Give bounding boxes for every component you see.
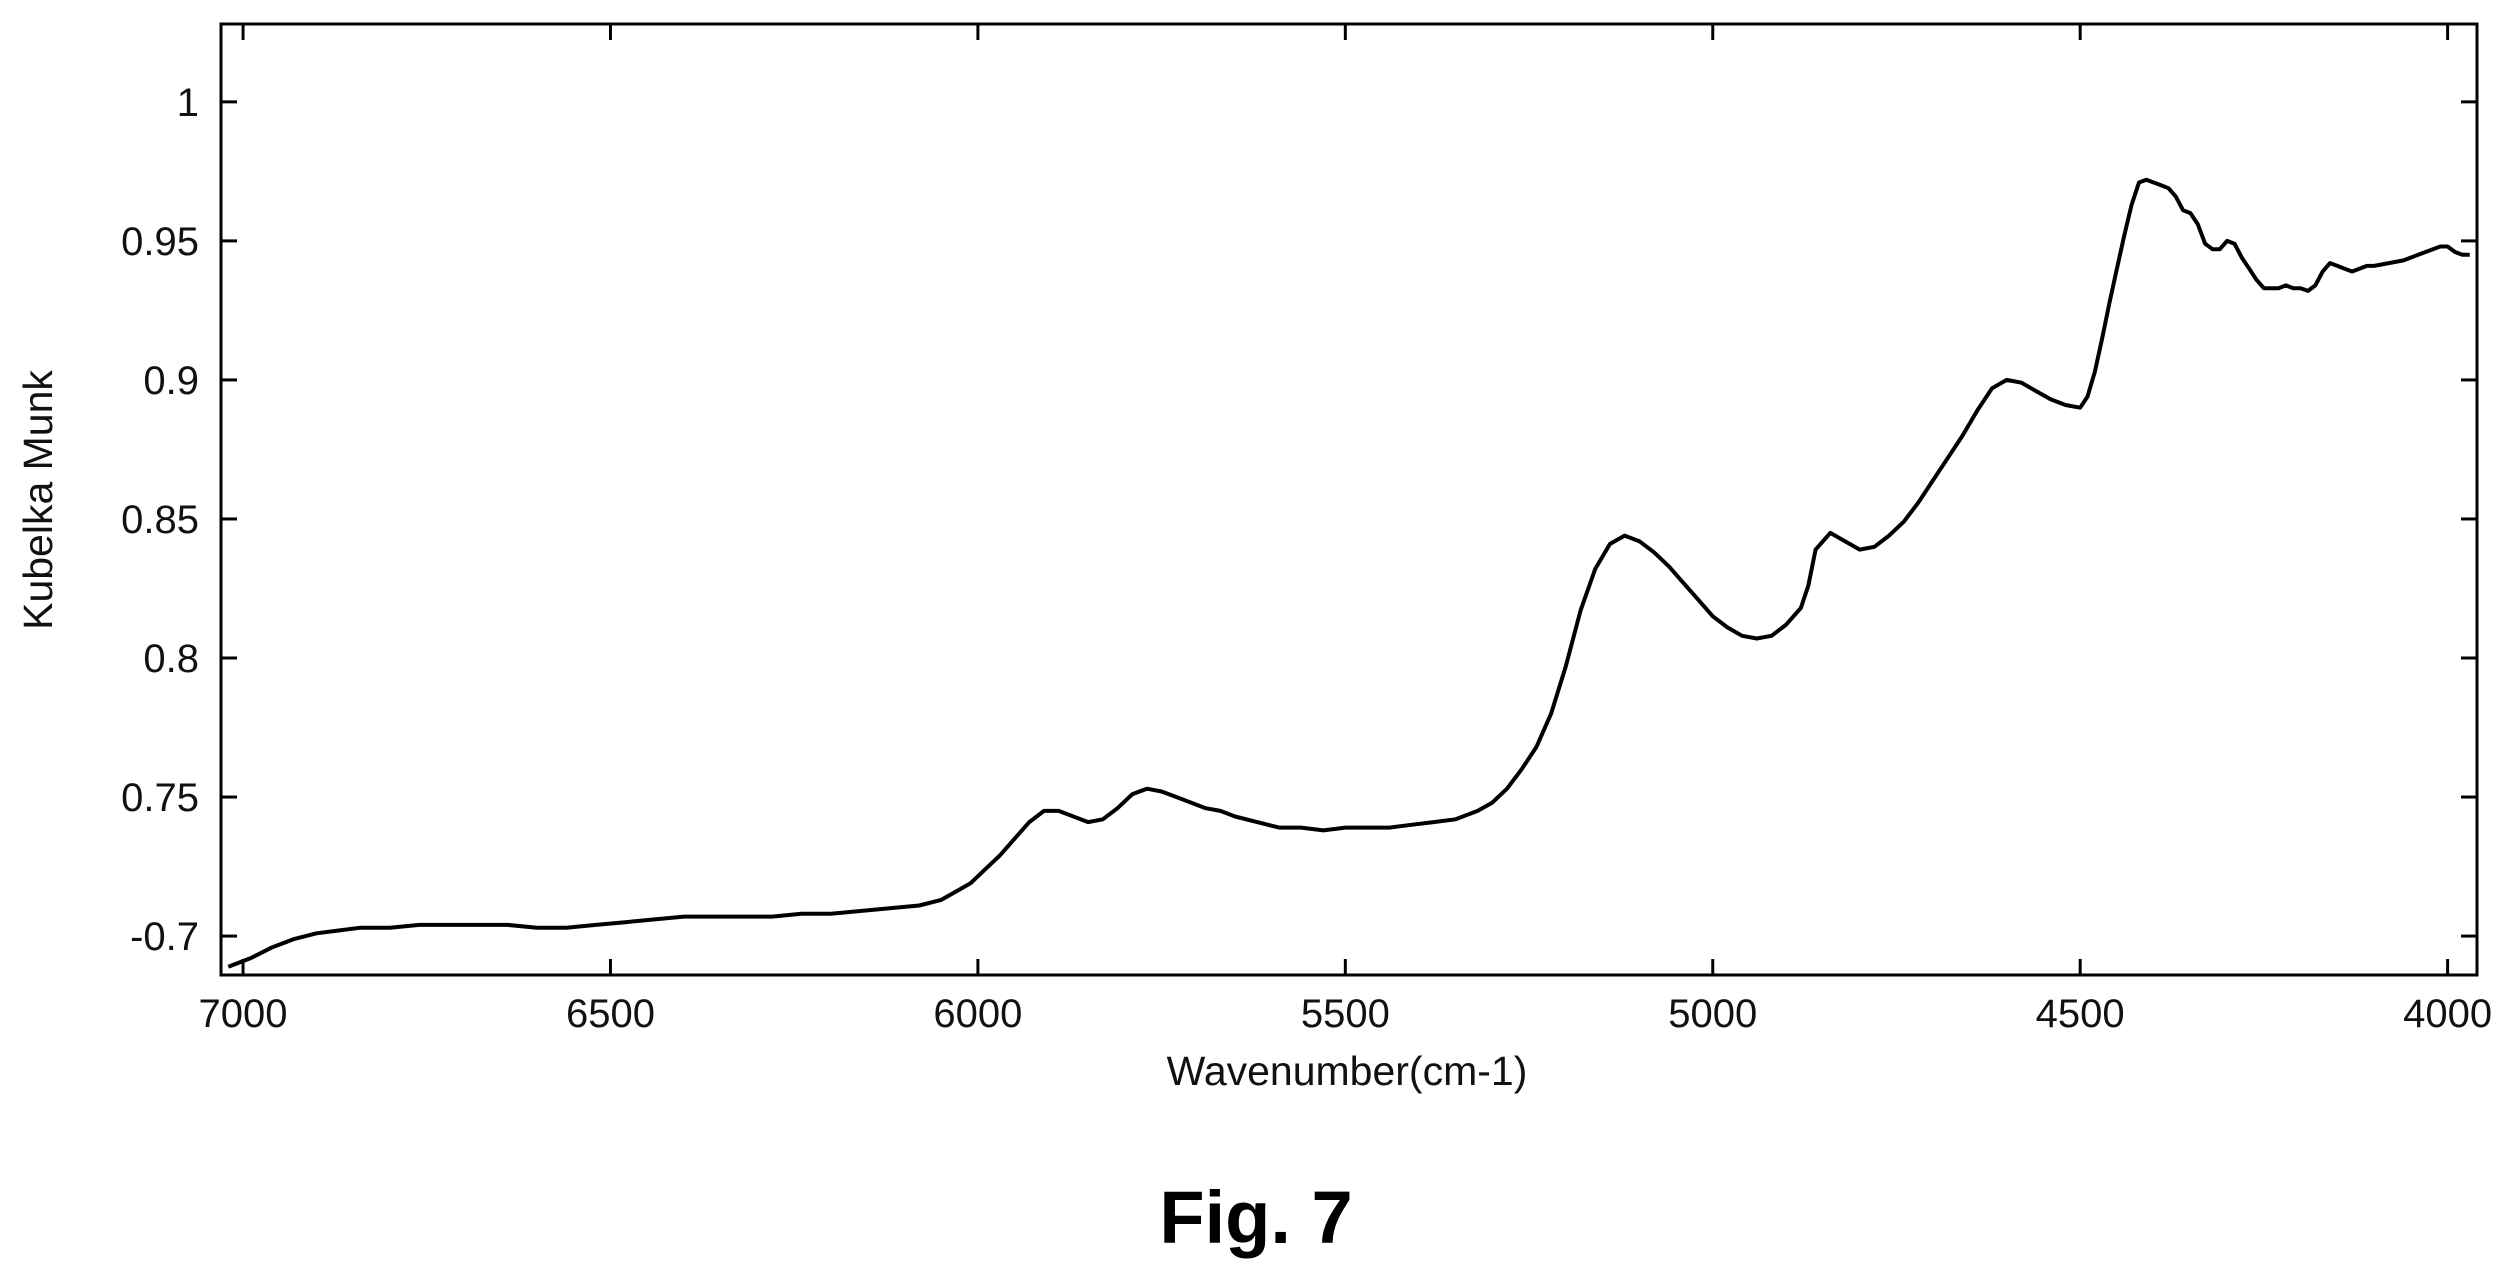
y-tick-label: 0.9	[143, 359, 199, 403]
y-tick-label: -0.7	[130, 915, 199, 959]
x-tick-label: 5000	[1668, 992, 1757, 1036]
x-tick-label: 4500	[2036, 992, 2125, 1036]
spectrum-line	[227, 177, 2470, 969]
x-tick-label: 6000	[933, 992, 1022, 1036]
y-tick-label: 1	[177, 81, 199, 125]
y-tick-label: 0.95	[121, 220, 199, 264]
x-axis: 7000 6500 6000 5500 5000 4500 4000	[199, 24, 2492, 1036]
x-tick-label: 6500	[566, 992, 655, 1036]
y-tick-label: 0.85	[121, 498, 199, 542]
plot-background	[221, 24, 2477, 975]
y-axis: 1 0.95 0.9 0.85 0.8 0.75 -0.7	[121, 81, 2477, 959]
y-tick-label: 0.75	[121, 776, 199, 820]
figure-caption: Fig. 7	[1159, 1176, 1352, 1259]
x-tick-label: 4000	[2403, 992, 2492, 1036]
x-axis-title: Wavenumber(cm-1)	[1167, 1048, 1528, 1094]
y-axis-title: Kubelka Munk	[15, 370, 61, 630]
x-tick-label: 7000	[199, 992, 288, 1036]
plot-frame	[219, 22, 2479, 977]
x-tick-label: 5500	[1301, 992, 1390, 1036]
data-layer	[227, 177, 2470, 969]
y-tick-label: 0.8	[143, 637, 199, 681]
